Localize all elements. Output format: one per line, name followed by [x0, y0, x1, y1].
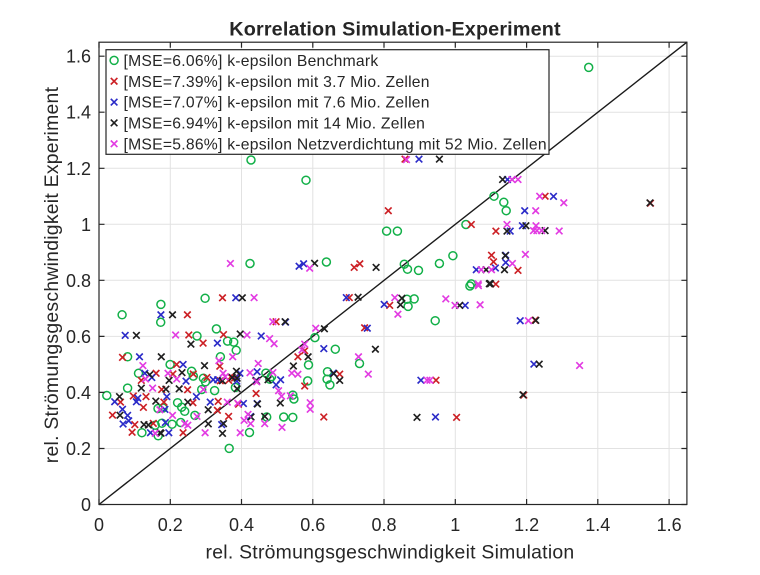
svg-text:Korrelation Simulation-Experim: Korrelation Simulation-Experiment: [229, 19, 561, 41]
svg-text:0: 0: [81, 495, 91, 515]
svg-text:1.6: 1.6: [657, 515, 682, 535]
svg-text:[MSE=6.06%] k-epsilon Benchmar: [MSE=6.06%] k-epsilon Benchmark: [124, 53, 379, 70]
svg-text:1.6: 1.6: [66, 47, 91, 67]
svg-text:1.4: 1.4: [66, 103, 91, 123]
svg-text:1: 1: [450, 515, 460, 535]
svg-text:[MSE=7.39%] k-epsilon mit 3.7: [MSE=7.39%] k-epsilon mit 3.7 Mio. Zelle…: [124, 74, 430, 91]
svg-text:1.2: 1.2: [66, 159, 91, 179]
svg-text:0.4: 0.4: [66, 383, 91, 403]
svg-text:rel. Strömungsgeschwindigkeit: rel. Strömungsgeschwindigkeit Experiment: [41, 86, 63, 463]
svg-text:0.6: 0.6: [300, 515, 325, 535]
svg-text:0.4: 0.4: [229, 515, 254, 535]
svg-text:0.2: 0.2: [66, 439, 91, 459]
svg-text:0.2: 0.2: [158, 515, 183, 535]
svg-text:0.8: 0.8: [66, 271, 91, 291]
svg-text:[MSE=6.94%] k-epsilon mit 14 M: [MSE=6.94%] k-epsilon mit 14 Mio. Zellen: [124, 116, 426, 133]
svg-text:rel. Strömungsgeschwindigkeit: rel. Strömungsgeschwindigkeit Simulation: [206, 541, 575, 563]
svg-text:[MSE=5.86%] k-epsilon Netzverd: [MSE=5.86%] k-epsilon Netzverdichtung mi…: [124, 136, 547, 153]
svg-text:[MSE=7.07%] k-epsilon mit 7.6: [MSE=7.07%] k-epsilon mit 7.6 Mio. Zelle…: [124, 95, 430, 112]
svg-text:1.4: 1.4: [585, 515, 610, 535]
svg-text:1: 1: [81, 215, 91, 235]
svg-text:0: 0: [94, 515, 104, 535]
svg-text:1.2: 1.2: [514, 515, 539, 535]
svg-text:0.8: 0.8: [371, 515, 396, 535]
svg-text:0.6: 0.6: [66, 327, 91, 347]
